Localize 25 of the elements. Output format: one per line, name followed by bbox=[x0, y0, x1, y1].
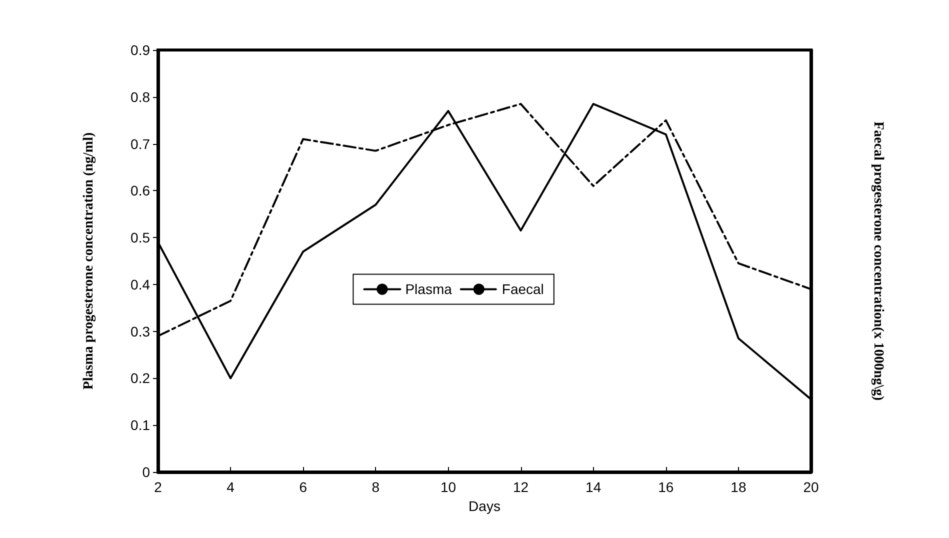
x-tick-label: 10 bbox=[440, 479, 456, 495]
y2-axis-title: Faecal progesterone concentration(x 1000ng\g) bbox=[870, 121, 886, 401]
y-tick-label: 0.4 bbox=[130, 276, 150, 292]
x-tick-label: 14 bbox=[586, 479, 602, 495]
y-tick-label: 0.9 bbox=[130, 42, 150, 58]
y-tick-label: 0.2 bbox=[130, 370, 150, 386]
y-tick-label: 0.3 bbox=[130, 323, 150, 340]
x-tick-label: 20 bbox=[803, 479, 819, 495]
y-tick-label: 0.5 bbox=[130, 230, 150, 246]
x-tick-label: 12 bbox=[512, 479, 529, 495]
legend-label: Faecal bbox=[502, 281, 544, 298]
x-tick-label: 4 bbox=[226, 479, 235, 495]
y-tick-label: 0 bbox=[142, 464, 150, 480]
y-tick-label: 0.8 bbox=[130, 88, 150, 105]
legend-label: Plasma bbox=[405, 281, 452, 298]
y-tick-label: 0.7 bbox=[130, 136, 150, 152]
y-tick-label: 0.1 bbox=[130, 417, 150, 434]
x-tick-label: 16 bbox=[658, 479, 674, 495]
x-axis-title: Days bbox=[468, 498, 500, 514]
x-tick-label: 18 bbox=[730, 479, 746, 495]
x-tick-label: 2 bbox=[154, 479, 162, 495]
x-tick-label: 6 bbox=[299, 479, 308, 495]
y-axis-title: Plasma progesterone concentration (ng/ml) bbox=[82, 132, 96, 390]
y-tick-label: 0.6 bbox=[130, 182, 150, 199]
x-tick-label: 8 bbox=[372, 479, 380, 495]
